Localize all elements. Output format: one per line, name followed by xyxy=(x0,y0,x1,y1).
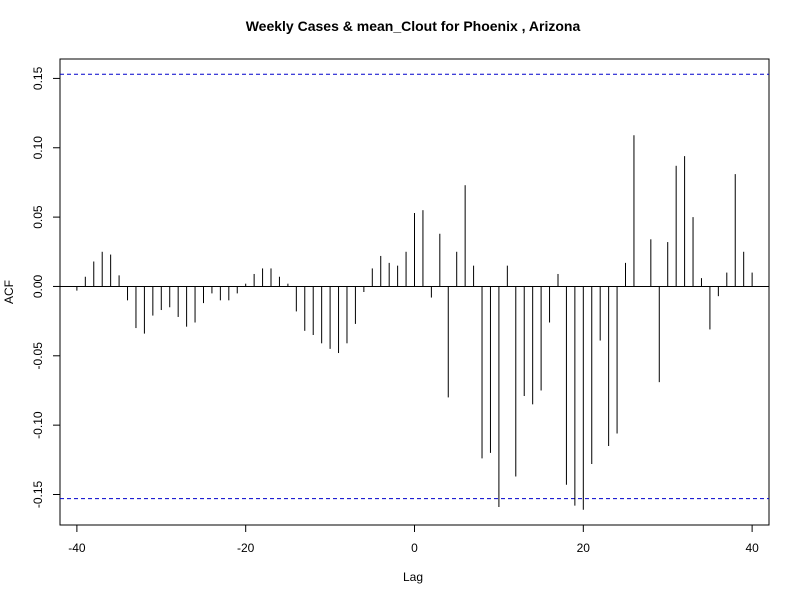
y-tick-label: -0.15 xyxy=(31,480,45,508)
y-tick-label: -0.10 xyxy=(31,411,45,439)
chart-title: Weekly Cases & mean_Clout for Phoenix , … xyxy=(246,18,581,34)
x-tick-label: -20 xyxy=(237,541,255,555)
y-tick-label: 0.15 xyxy=(31,66,45,90)
confidence-bounds xyxy=(60,73,769,500)
x-tick-label: 40 xyxy=(745,541,759,555)
y-tick-label: 0.10 xyxy=(31,136,45,160)
y-tick-label: 0.05 xyxy=(31,205,45,229)
x-tick-label: -40 xyxy=(68,541,86,555)
y-axis: -0.15 -0.10 -0.05 0.00 0.05 0.10 0.15 xyxy=(31,66,61,508)
y-axis-label: ACF xyxy=(2,280,16,304)
plot-frame xyxy=(59,58,770,526)
x-axis: -40 -20 0 20 40 xyxy=(68,524,759,555)
y-tick-label: -0.05 xyxy=(31,342,45,370)
x-tick-label: 20 xyxy=(577,541,591,555)
acf-bars xyxy=(76,135,753,510)
x-axis-label: Lag xyxy=(403,570,423,584)
y-tick-label: 0.00 xyxy=(31,274,45,298)
x-tick-label: 0 xyxy=(411,541,418,555)
